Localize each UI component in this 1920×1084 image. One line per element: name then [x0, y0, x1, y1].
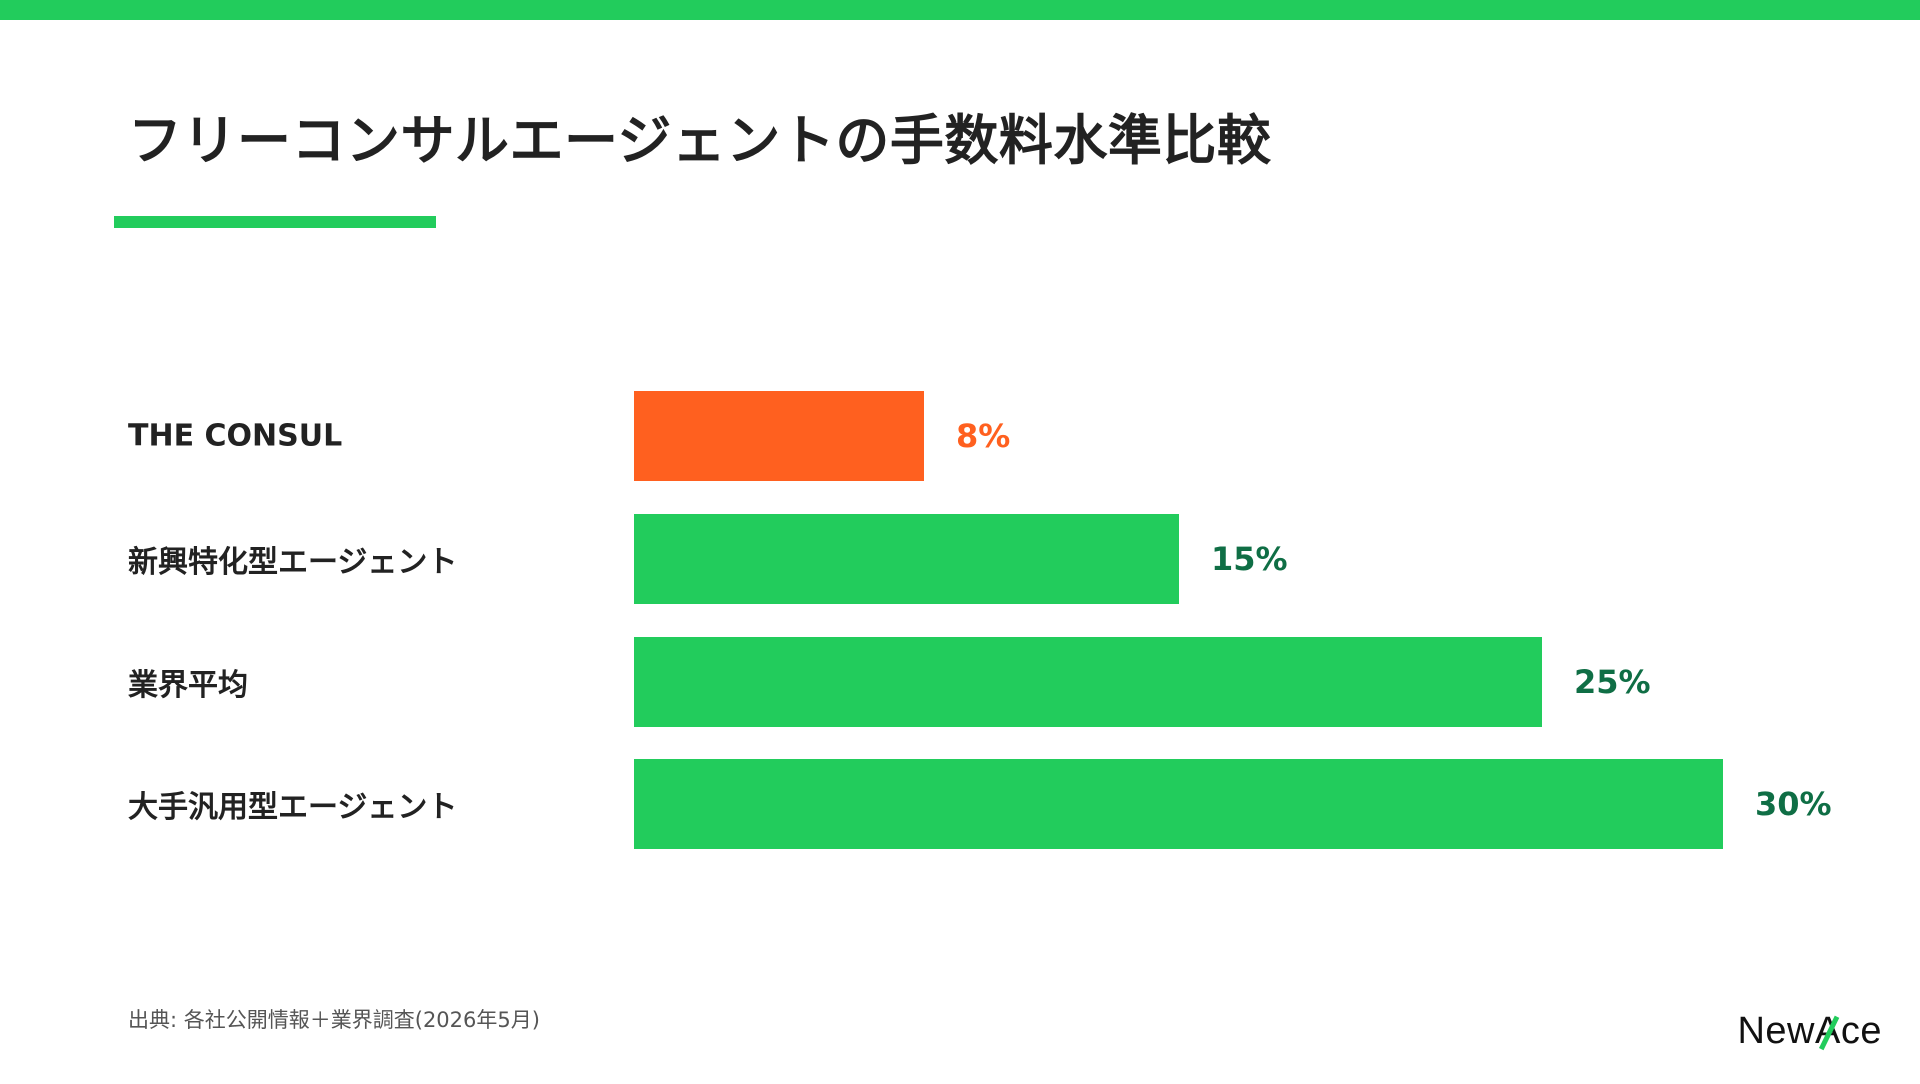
title-underline: [114, 216, 436, 228]
value-label: 30%: [1755, 785, 1832, 823]
value-label: 25%: [1574, 663, 1651, 701]
logo-suffix: ce: [1840, 1010, 1882, 1052]
category-label: THE CONSUL: [128, 418, 343, 454]
value-label: 8%: [956, 417, 1011, 455]
bar: [634, 514, 1179, 604]
category-label: 業界平均: [128, 668, 248, 703]
newace-logo: NewAce: [1737, 1010, 1882, 1053]
logo-green-slash: [1819, 1015, 1840, 1051]
logo-prefix: NewA: [1737, 1010, 1840, 1052]
page-title: フリーコンサルエージェントの手数料水準比較: [128, 109, 1272, 172]
bar: [634, 759, 1723, 849]
top-accent-bar: [0, 0, 1920, 20]
value-label: 15%: [1211, 540, 1288, 578]
category-label: 新興特化型エージェント: [128, 545, 458, 580]
logo-a-letter: A: [1815, 1010, 1841, 1053]
source-note: 出典: 各社公開情報＋業界調査(2026年5月): [128, 1008, 540, 1032]
category-label: 大手汎用型エージェント: [128, 790, 458, 825]
bar: [634, 391, 924, 481]
bar: [634, 637, 1542, 727]
